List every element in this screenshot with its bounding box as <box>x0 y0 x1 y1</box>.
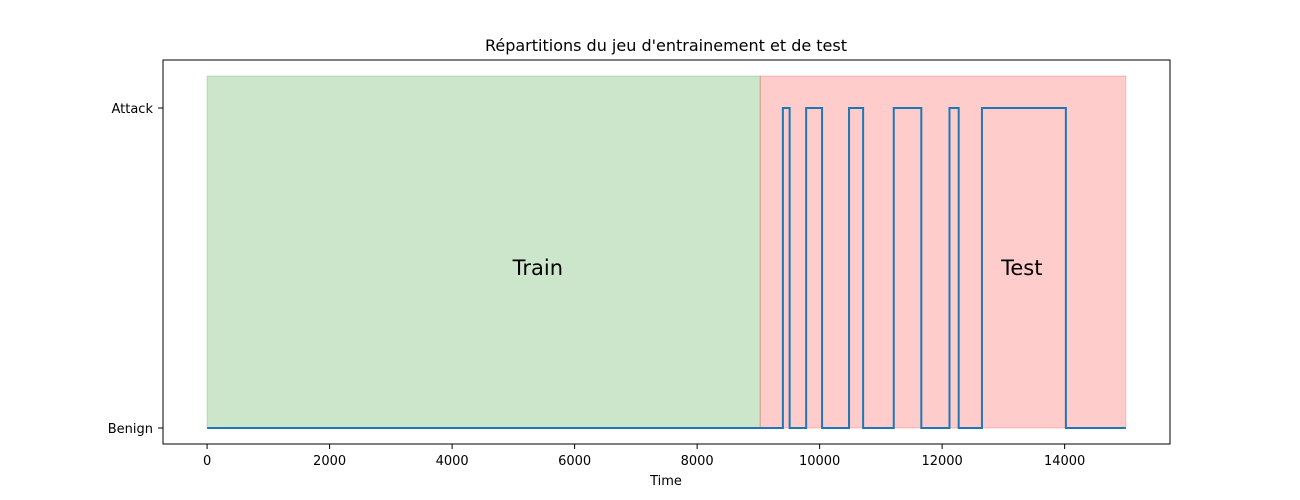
y-axis: Benign Attack <box>108 102 163 437</box>
region-label-train: Train <box>512 256 563 280</box>
x-tick-label: 14000 <box>1044 454 1085 469</box>
x-tick-label: 0 <box>203 454 211 469</box>
series-layer <box>207 107 1126 429</box>
region-train <box>206 75 761 429</box>
region-labels: Train Test <box>512 256 1043 280</box>
x-tick-label: 8000 <box>681 454 714 469</box>
x-tick-label: 2000 <box>313 454 346 469</box>
x-axis-label: Time <box>649 474 682 489</box>
x-tick-label: 4000 <box>436 454 469 469</box>
x-tick-label: 12000 <box>921 454 962 469</box>
plot-frame <box>162 59 1171 445</box>
y-tick-label: Attack <box>111 102 153 117</box>
x-axis: 0 2000 4000 6000 8000 10000 12000 14000 <box>203 444 1085 469</box>
x-tick-label: 6000 <box>558 454 591 469</box>
region-test <box>759 75 1127 429</box>
regions-layer <box>206 75 1127 429</box>
y-tick-label: Benign <box>108 422 153 437</box>
series-line-0 <box>207 107 1126 429</box>
region-label-test: Test <box>1000 256 1042 280</box>
chart-title: Répartitions du jeu d'entrainement et de… <box>485 36 847 55</box>
x-tick-label: 10000 <box>799 454 840 469</box>
